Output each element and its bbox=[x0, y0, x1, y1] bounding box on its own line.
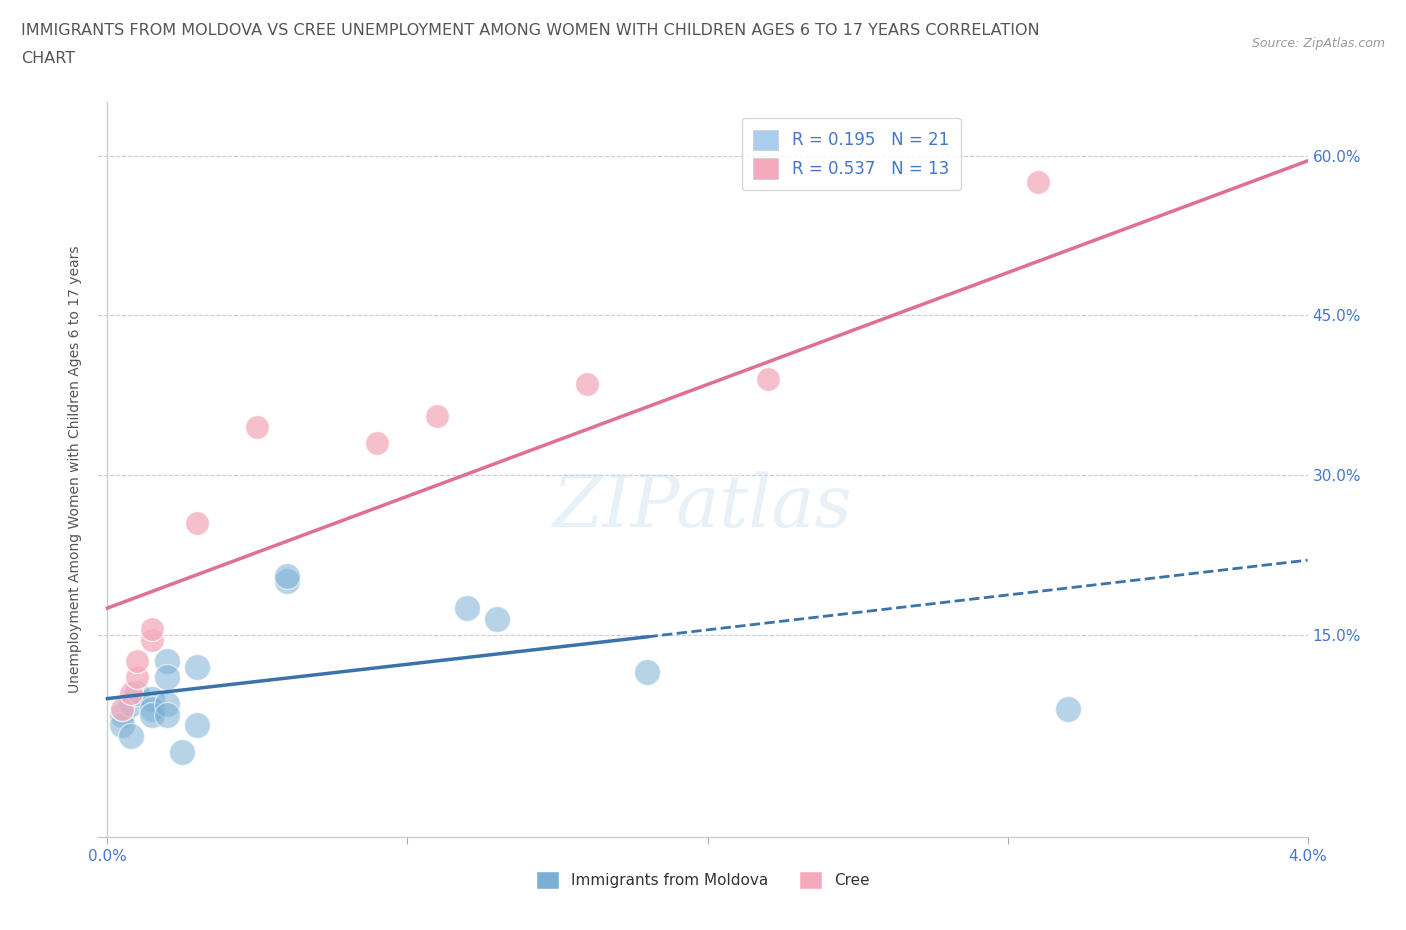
Point bbox=[246, 419, 269, 434]
Point bbox=[141, 622, 163, 637]
Y-axis label: Unemployment Among Women with Children Ages 6 to 17 years: Unemployment Among Women with Children A… bbox=[69, 246, 83, 694]
Point bbox=[1026, 175, 1049, 190]
Text: IMMIGRANTS FROM MOLDOVA VS CREE UNEMPLOYMENT AMONG WOMEN WITH CHILDREN AGES 6 TO: IMMIGRANTS FROM MOLDOVA VS CREE UNEMPLOY… bbox=[21, 23, 1039, 38]
Point bbox=[1056, 702, 1078, 717]
Point bbox=[172, 744, 194, 759]
Point bbox=[120, 685, 142, 700]
Text: ZIPatlas: ZIPatlas bbox=[553, 472, 853, 541]
Point bbox=[426, 409, 449, 424]
Point bbox=[120, 728, 142, 743]
Point bbox=[156, 697, 179, 711]
Point bbox=[120, 697, 142, 711]
Point bbox=[576, 377, 599, 392]
Point bbox=[111, 718, 134, 733]
Text: Source: ZipAtlas.com: Source: ZipAtlas.com bbox=[1251, 37, 1385, 50]
Point bbox=[486, 611, 509, 626]
Legend: Immigrants from Moldova, Cree: Immigrants from Moldova, Cree bbox=[530, 865, 876, 896]
Text: CHART: CHART bbox=[21, 51, 75, 66]
Point bbox=[637, 665, 659, 680]
Point bbox=[186, 659, 208, 674]
Point bbox=[456, 601, 478, 616]
Point bbox=[127, 670, 149, 684]
Point bbox=[156, 654, 179, 669]
Point bbox=[127, 654, 149, 669]
Point bbox=[156, 707, 179, 722]
Point bbox=[756, 372, 779, 387]
Point bbox=[127, 685, 149, 700]
Point bbox=[111, 702, 134, 717]
Point bbox=[276, 568, 298, 583]
Point bbox=[186, 718, 208, 733]
Point bbox=[141, 707, 163, 722]
Point bbox=[156, 670, 179, 684]
Point bbox=[366, 435, 388, 450]
Point bbox=[141, 632, 163, 647]
Point bbox=[111, 707, 134, 722]
Point bbox=[276, 574, 298, 589]
Point bbox=[141, 691, 163, 706]
Point bbox=[141, 702, 163, 717]
Point bbox=[186, 515, 208, 530]
